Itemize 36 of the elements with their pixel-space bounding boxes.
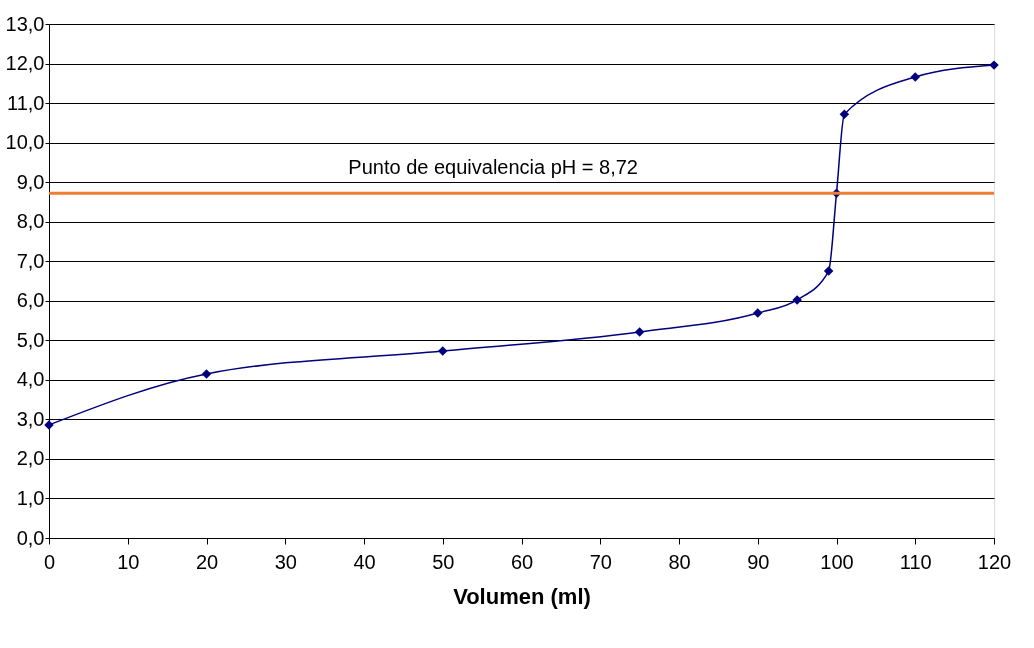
y-tick-label: 5,0 — [16, 328, 45, 351]
x-tick-label: 50 — [432, 550, 455, 573]
y-tick-label: 12,0 — [5, 52, 45, 75]
ref-line-label: Punto de equivalencia pH = 8,72 — [348, 156, 638, 179]
y-tick-label: 11,0 — [7, 91, 45, 114]
x-tick-label: 90 — [747, 550, 770, 573]
x-tick-label: 120 — [977, 550, 1012, 573]
x-tick-label: 10 — [117, 550, 140, 573]
x-tick-label: 30 — [274, 550, 297, 573]
y-tick-label: 0,0 — [16, 526, 45, 549]
point — [438, 346, 448, 356]
point — [823, 266, 834, 276]
y-tick-label: 13,0 — [5, 12, 45, 35]
y-tick-label: 3,0 — [16, 407, 45, 430]
y-tick-label: 10,0 — [5, 131, 45, 154]
x-tick-label: 110 — [899, 550, 932, 573]
x-tick-label: 40 — [353, 550, 376, 573]
y-tick-label: 1,0 — [16, 486, 45, 509]
x-tick-label: 60 — [510, 550, 534, 573]
x-tick-label: 80 — [668, 550, 691, 573]
x-tick-label: 20 — [195, 550, 219, 573]
x-tick-label: 0 — [43, 550, 56, 573]
x-axis-title: Volumen (ml) — [453, 583, 591, 609]
y-tick-label: 6,0 — [16, 289, 45, 312]
point — [753, 308, 763, 318]
y-tick-label: 2,0 — [16, 447, 45, 470]
point — [839, 109, 850, 119]
x-tick-label: 70 — [589, 550, 612, 573]
x-tick-label: 100 — [820, 550, 854, 573]
y-tick-label: 7,0 — [16, 249, 45, 272]
y-tick-label: 4,0 — [16, 368, 45, 391]
y-tick-label: 9,0 — [16, 170, 45, 193]
point — [910, 72, 920, 82]
point — [634, 327, 645, 337]
point — [201, 369, 212, 379]
y-tick-label: 8,0 — [16, 210, 45, 233]
